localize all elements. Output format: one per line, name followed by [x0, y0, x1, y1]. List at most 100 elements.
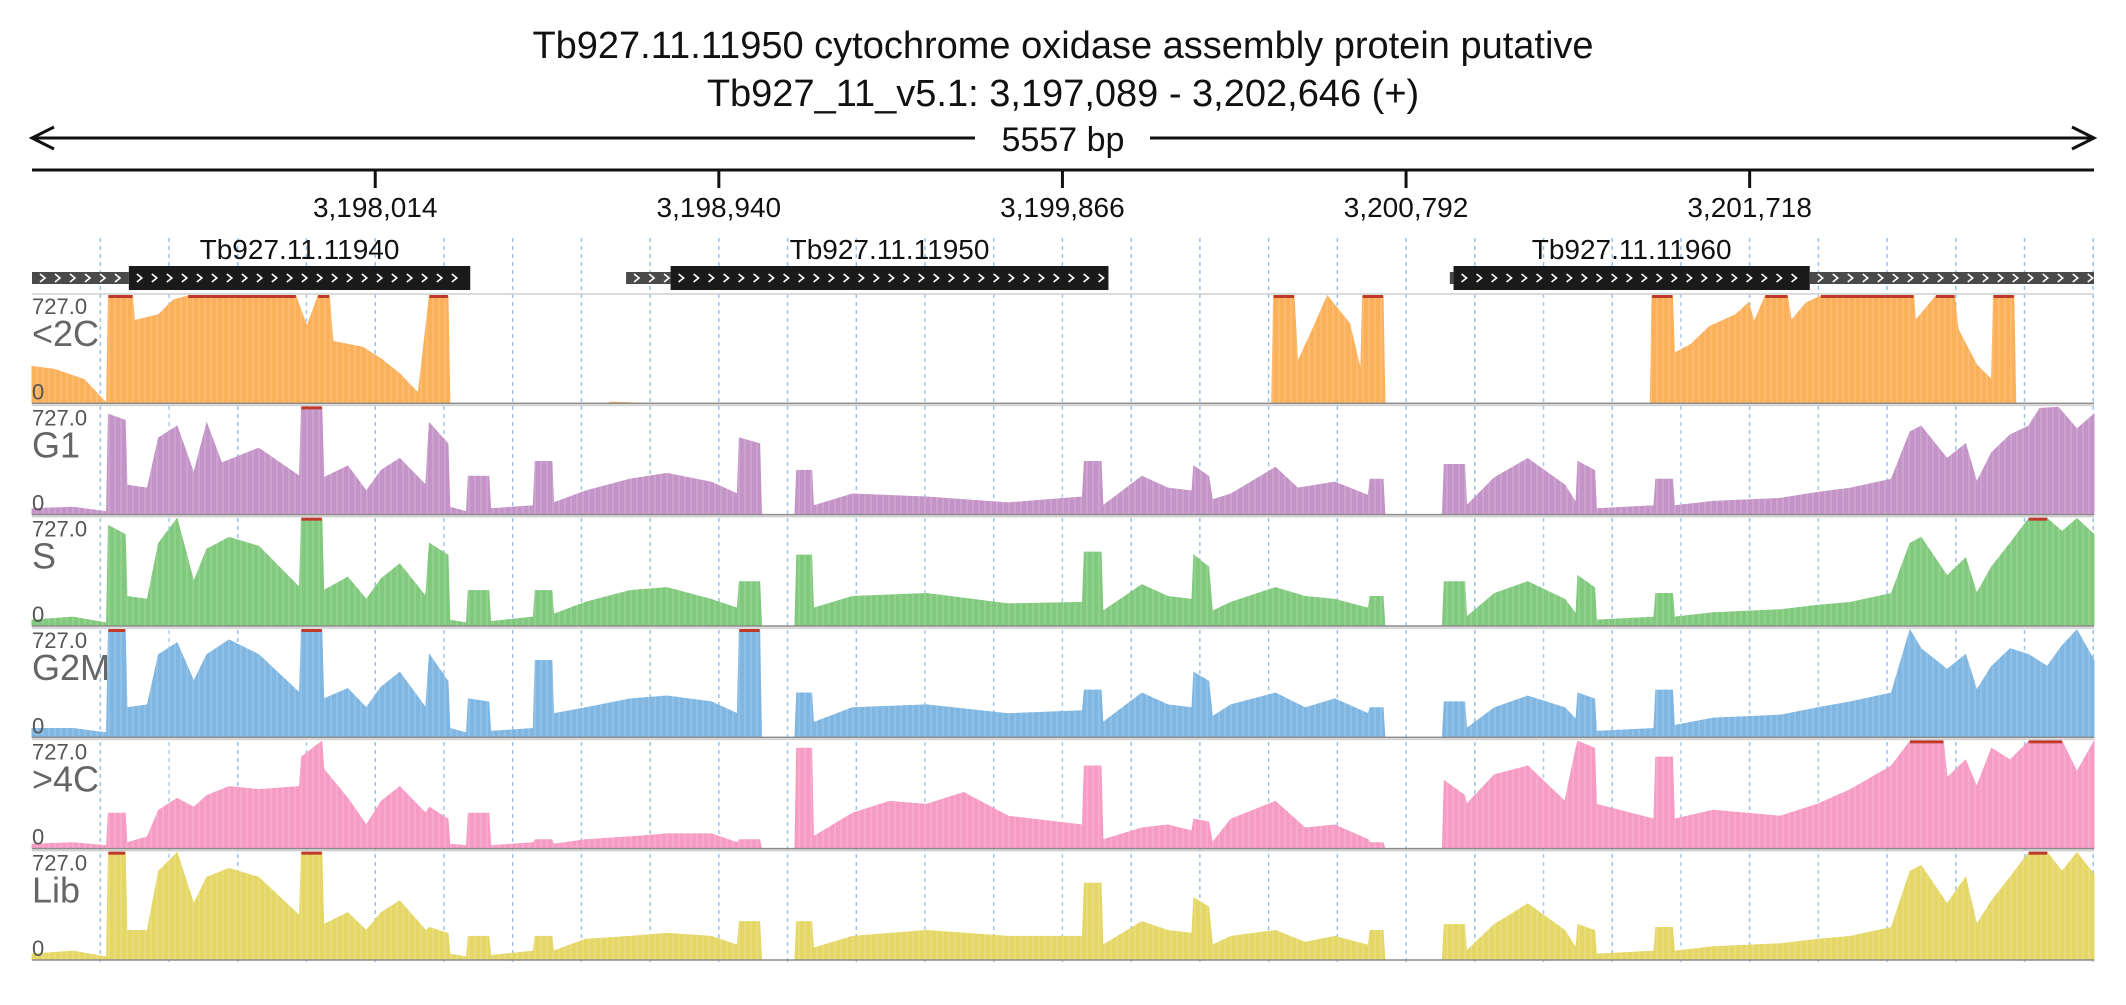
- track-ymax-label: 727.0: [32, 405, 87, 430]
- strand-chevron-icon: [316, 273, 324, 283]
- strand-chevron-icon: [1982, 273, 1990, 283]
- strand-chevron-icon: [99, 273, 107, 283]
- strand-chevron-icon: [1068, 273, 1075, 283]
- coverage-area: [31, 739, 2095, 850]
- clip-marker: [429, 295, 448, 298]
- axis-tick-label: 3,201,718: [1687, 192, 1812, 223]
- gene-label: Tb927.11.11940: [200, 234, 400, 265]
- coordinate-axis: 3,198,014 3,198,940 3,199,866 3,200,792 3,20…: [32, 168, 2094, 223]
- gene-label: Tb927.11.11960: [1532, 234, 1732, 265]
- bar-texture: [36, 518, 2090, 626]
- gene-utr: [32, 272, 129, 284]
- strand-chevron-icon: [1791, 273, 1798, 283]
- track-name-label: Lib: [32, 870, 80, 911]
- gene-label: Tb927.11.11950: [790, 234, 990, 265]
- coverage-area: [31, 517, 2095, 627]
- track-ymax-label: 727.0: [32, 739, 87, 764]
- strand-chevron-icon: [1581, 273, 1588, 283]
- strand-chevron-icon: [2072, 273, 2080, 283]
- clip-markers: [108, 295, 2014, 298]
- coverage-track: 727.0 0 <2C: [31, 293, 2094, 405]
- strand-chevron-icon: [1907, 273, 1915, 283]
- clip-markers: [301, 517, 2048, 521]
- strand-chevron-icon: [1098, 273, 1105, 283]
- strand-chevron-icon: [1746, 273, 1753, 283]
- gene-model: Tb927.11.11950: [626, 234, 1109, 290]
- strand-chevron-icon: [888, 273, 895, 283]
- strand-chevron-icon: [2087, 273, 2095, 283]
- strand-chevron-icon: [69, 273, 77, 283]
- strand-chevron-icon: [693, 273, 700, 283]
- strand-chevron-icon: [843, 273, 850, 283]
- gene-track: Tb927.11.11940 Tb927.11.11950 Tb927.11.119…: [32, 234, 2095, 290]
- strand-chevron-icon: [54, 273, 62, 283]
- clip-marker: [2028, 851, 2048, 855]
- strand-chevron-icon: [1862, 273, 1870, 283]
- strand-chevron-icon: [376, 273, 384, 283]
- strand-chevron-icon: [1892, 273, 1900, 283]
- track-ymin-label: 0: [32, 936, 44, 961]
- strand-chevron-icon: [1053, 273, 1060, 283]
- bar-texture: [36, 630, 2090, 738]
- strand-chevron-icon: [738, 273, 745, 283]
- clip-markers: [301, 406, 322, 410]
- clip-marker: [301, 629, 322, 632]
- strand-chevron-icon: [1847, 273, 1855, 283]
- strand-chevron-icon: [39, 273, 47, 283]
- strand-chevron-icon: [648, 273, 656, 283]
- clip-marker: [301, 851, 322, 855]
- strand-chevron-icon: [1611, 273, 1618, 283]
- clip-marker: [739, 629, 760, 632]
- strand-chevron-icon: [783, 273, 790, 283]
- strand-chevron-icon: [768, 273, 775, 283]
- strand-chevron-icon: [391, 273, 399, 283]
- track-ymin-label: 0: [32, 602, 44, 627]
- strand-chevron-icon: [436, 273, 444, 283]
- track-name-label: >4C: [32, 758, 99, 799]
- strand-chevron-icon: [1536, 273, 1543, 283]
- strand-chevron-icon: [2042, 273, 2050, 283]
- clip-markers: [108, 629, 760, 632]
- strand-chevron-icon: [1083, 273, 1090, 283]
- clip-marker: [108, 629, 126, 632]
- strand-chevron-icon: [1023, 273, 1030, 283]
- strand-chevron-icon: [1952, 273, 1960, 283]
- gene-model: Tb927.11.11940: [32, 234, 471, 290]
- strand-chevron-icon: [1461, 273, 1468, 283]
- track-ymin-label: 0: [32, 491, 44, 516]
- clip-markers: [1909, 740, 2063, 744]
- strand-chevron-icon: [1832, 273, 1840, 283]
- strand-chevron-icon: [1008, 273, 1015, 283]
- strand-chevron-icon: [1731, 273, 1738, 283]
- strand-chevron-icon: [723, 273, 730, 283]
- coverage-track: 727.0 0 Lib: [31, 849, 2095, 961]
- track-name-label: <2C: [32, 313, 99, 354]
- track-ymin-label: 0: [32, 713, 44, 738]
- ruler-arrow-left-icon: [28, 125, 55, 151]
- coverage-track: 727.0 0 G1: [31, 404, 2095, 516]
- strand-chevron-icon: [828, 273, 835, 283]
- track-ymax-label: 727.0: [32, 628, 87, 653]
- strand-chevron-icon: [301, 273, 309, 283]
- strand-chevron-icon: [2012, 273, 2020, 283]
- gene-cds: [128, 266, 471, 290]
- strand-chevron-icon: [1701, 273, 1708, 283]
- clip-marker: [1652, 295, 1673, 298]
- coverage-track: 727.0 0 >4C: [31, 738, 2095, 850]
- strand-chevron-icon: [798, 273, 805, 283]
- coverage-track: 727.0 0 G2M: [31, 627, 2095, 738]
- strand-chevron-icon: [873, 273, 880, 283]
- strand-chevron-icon: [633, 273, 641, 283]
- strand-chevron-icon: [1686, 273, 1693, 283]
- ruler-arrow-right-icon: [2071, 125, 2098, 151]
- clip-marker: [188, 295, 296, 298]
- strand-chevron-icon: [1877, 273, 1885, 283]
- strand-chevron-icon: [1551, 273, 1558, 283]
- gene-utr: [1449, 272, 1454, 284]
- clip-marker: [108, 295, 133, 298]
- strand-chevron-icon: [978, 273, 985, 283]
- strand-chevron-icon: [256, 273, 264, 283]
- strand-chevron-icon: [226, 273, 234, 283]
- span-ruler: 5557 bp: [28, 121, 2098, 159]
